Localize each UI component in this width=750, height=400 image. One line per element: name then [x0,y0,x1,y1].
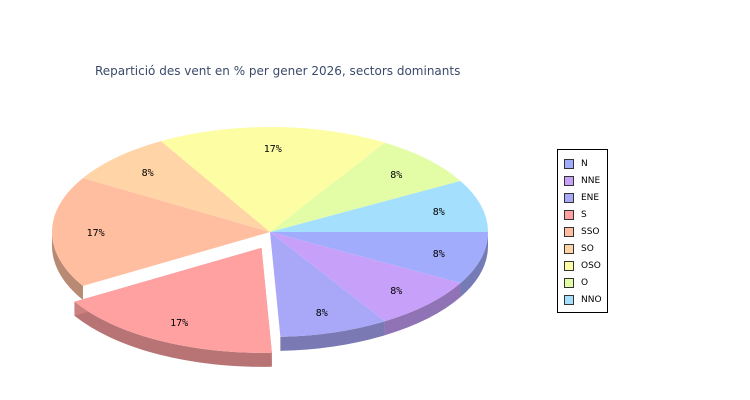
legend-swatch [564,261,574,271]
slice-label-sso: 17% [87,228,105,239]
slice-label-so: 8% [142,168,154,179]
slice-n [270,232,488,284]
slice-nne [270,232,461,322]
legend-label: NNE [581,176,601,186]
slice-label-o: 8% [390,170,402,181]
legend-swatch [564,278,574,288]
slice-side-s [74,301,272,367]
legend-swatch [564,295,574,305]
legend-label: ENE [581,193,600,203]
legend-item-oso: OSO [564,260,601,272]
legend-swatch [564,159,574,169]
legend-item-s: S [564,209,587,221]
legend-item-ene: ENE [564,192,599,204]
slice-s [74,247,272,353]
legend-item-nno: NNO [564,294,602,306]
slice-side-n [460,232,488,298]
legend-label: NNO [581,295,602,305]
slice-side-sso [52,232,83,300]
slice-label-n: 8% [433,249,445,260]
slice-label-ene: 8% [316,308,328,319]
slice-label-oso: 17% [264,144,282,155]
legend-item-o: O [564,277,588,289]
legend-label: SO [581,244,594,254]
slice-nno [270,180,488,232]
legend-label: N [581,159,588,169]
legend-swatch [564,227,574,237]
legend-item-sso: SSO [564,226,600,238]
legend-swatch [564,210,574,220]
legend-swatch [564,176,574,186]
slice-label-s: 17% [170,318,188,329]
slice-oso [161,127,385,232]
slice-label-nno: 8% [433,207,445,218]
slice-ene [270,232,385,337]
slice-label-nne: 8% [390,286,402,297]
slice-side-ene [280,321,385,351]
legend-label: O [581,278,589,288]
legend-swatch [564,193,574,203]
legend-label: S [581,210,587,220]
legend: N NNE ENE S SSO SO OSO O NNO [557,149,608,313]
legend-label: SSO [581,227,600,237]
slice-so [82,141,270,232]
legend-item-nne: NNE [564,175,600,187]
legend-label: OSO [581,261,601,271]
slice-side-nne [384,283,461,336]
chart-title: Repartició des vent en % per gener 2026,… [95,64,461,78]
slice-sso [51,178,270,286]
legend-item-n: N [564,158,588,170]
legend-item-so: SO [564,243,594,255]
slice-o [270,142,461,232]
legend-swatch [564,244,574,254]
